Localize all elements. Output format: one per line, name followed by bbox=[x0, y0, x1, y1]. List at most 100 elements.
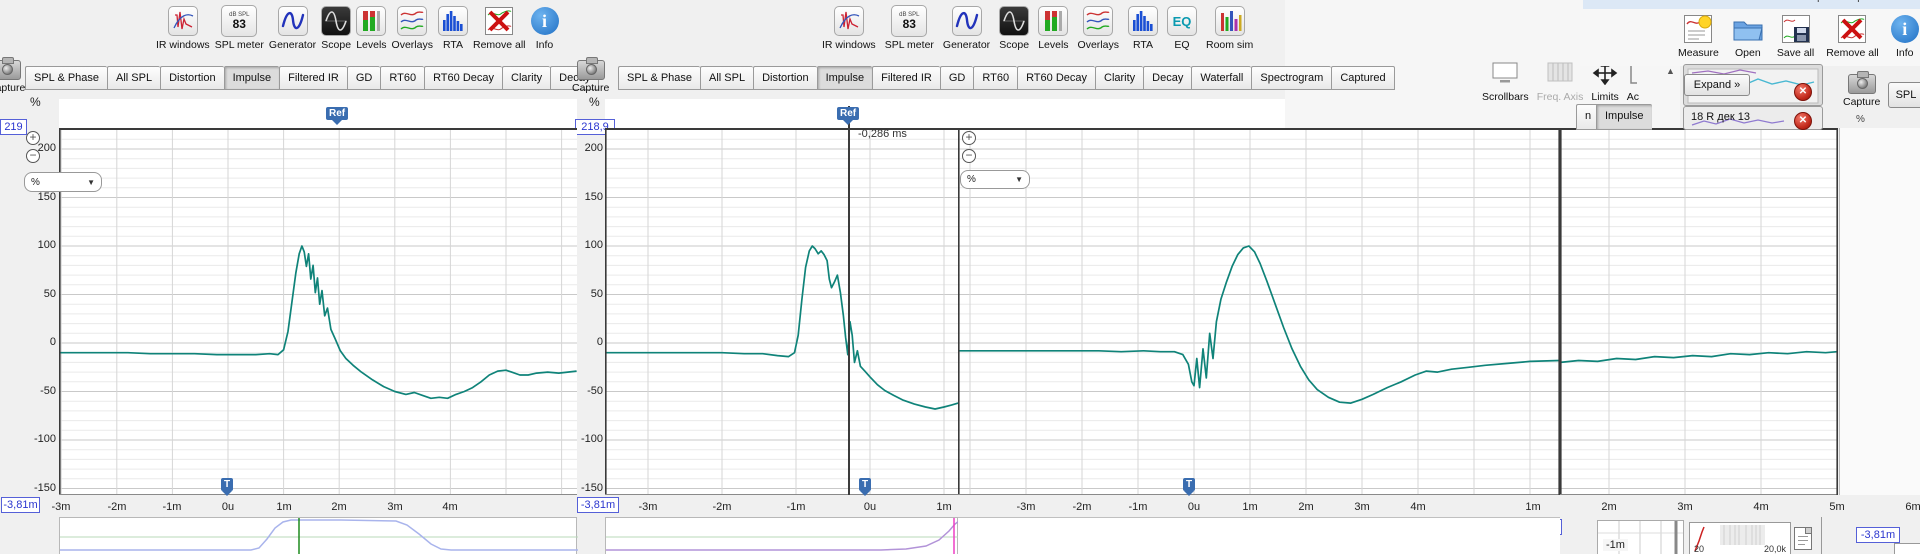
close-measurement-2-icon[interactable]: ✕ bbox=[1794, 112, 1812, 130]
x-min-box-w1[interactable]: -3,81m bbox=[1, 497, 40, 513]
tab-clarity[interactable]: Clarity bbox=[502, 66, 551, 90]
tab-all-spl[interactable]: All SPL bbox=[700, 66, 754, 90]
camera-icon bbox=[1847, 71, 1876, 94]
tab-distortion[interactable]: Distortion bbox=[160, 66, 224, 90]
toolbar-button-eq[interactable]: EQ EQ bbox=[1166, 4, 1197, 51]
tab-gd[interactable]: GD bbox=[346, 66, 381, 90]
plot-impulse-far-right-fragment[interactable] bbox=[1560, 128, 1838, 495]
toolbar-button-scope[interactable]: Scope bbox=[999, 4, 1030, 51]
toolbar-button-scope[interactable]: Scope bbox=[321, 4, 352, 51]
tab-clarity[interactable]: Clarity bbox=[1095, 66, 1144, 90]
toolbar-button-label: Scrollbars bbox=[1482, 91, 1529, 103]
toolbar-button-spl-meter[interactable]: dB SPL 83 SPL meter bbox=[885, 4, 934, 51]
t-marker-w2[interactable]: T bbox=[859, 478, 872, 491]
tab-filtered-ir[interactable]: Filtered IR bbox=[279, 66, 347, 90]
scope-icon bbox=[999, 4, 1030, 38]
zoom-out-button-w1[interactable]: − bbox=[26, 149, 40, 163]
tab-rt60[interactable]: RT60 bbox=[380, 66, 425, 90]
freq-nav-box[interactable]: 20 20,0k bbox=[1689, 522, 1791, 554]
y-max-box-w1[interactable]: 219 bbox=[0, 119, 27, 135]
tab-waterfall[interactable]: Waterfall bbox=[1191, 66, 1252, 90]
tab-captured[interactable]: Captured bbox=[1331, 66, 1395, 90]
scroll-up-arrow[interactable]: ▲ bbox=[1666, 66, 1675, 76]
toolbar-button-remove-all[interactable]: Remove all bbox=[1826, 12, 1879, 59]
toolbar-button-ir-windows[interactable]: IR windows bbox=[822, 4, 876, 51]
document-icon[interactable] bbox=[1794, 527, 1812, 550]
plot-impulse-middle[interactable] bbox=[605, 128, 958, 495]
zoom-in-button-w1[interactable]: + bbox=[26, 131, 40, 145]
y-tick-label: -100 bbox=[33, 433, 56, 445]
tab-rt60[interactable]: RT60 bbox=[973, 66, 1018, 90]
plot-impulse-left[interactable] bbox=[59, 128, 577, 495]
capture-button-main[interactable]: Capture bbox=[1843, 71, 1880, 108]
ref-marker-w1[interactable]: Ref bbox=[326, 107, 349, 120]
toolbar-button-scrollbars[interactable]: Scrollbars bbox=[1482, 56, 1529, 103]
expand-panel-button[interactable]: Expand » bbox=[1684, 74, 1750, 96]
tab-distortion[interactable]: Distortion bbox=[753, 66, 817, 90]
spl-button[interactable]: SPL bbox=[1888, 82, 1920, 108]
tab-spl-phase[interactable]: SPL & Phase bbox=[25, 66, 108, 90]
toolbar-button-ir-windows[interactable]: IR windows bbox=[156, 4, 210, 51]
capture-button-window2[interactable]: Capture bbox=[572, 57, 609, 94]
t-marker-w3[interactable]: T bbox=[1183, 478, 1196, 491]
y-tick-label: -100 bbox=[580, 433, 603, 445]
tab-impulse[interactable]: Impulse bbox=[223, 66, 280, 90]
close-measurement-1-icon[interactable]: ✕ bbox=[1794, 83, 1812, 101]
tab-impulse[interactable]: Impulse bbox=[816, 66, 873, 90]
tab-spl-phase[interactable]: SPL & Phase bbox=[618, 66, 701, 90]
toolbar-button-label: Scope bbox=[999, 39, 1030, 51]
toolbar-button-open[interactable]: Open bbox=[1731, 12, 1765, 59]
tab-filtered-ir[interactable]: Filtered IR bbox=[872, 66, 940, 90]
toolbar-button-measure[interactable]: Measure bbox=[1678, 12, 1719, 59]
tab-gd[interactable]: GD bbox=[939, 66, 974, 90]
x-min-box-w2[interactable]: -3,81m bbox=[577, 497, 619, 513]
toolbar-button-remove-all[interactable]: Remove all bbox=[473, 4, 526, 51]
toolbar-button-generator[interactable]: Generator bbox=[943, 4, 990, 51]
overview-strip-w3 bbox=[958, 517, 1560, 554]
toolbar-button-save-all[interactable]: Save all bbox=[1777, 12, 1814, 59]
tab-decay[interactable]: Decay bbox=[1143, 66, 1192, 90]
tab-rt60-decay[interactable]: RT60 Decay bbox=[424, 66, 502, 90]
toolbar-button-room-sim[interactable]: Room sim bbox=[1206, 4, 1253, 51]
x-min-box-main[interactable]: -3,81m bbox=[1856, 527, 1900, 543]
toolbar-button-info[interactable]: i Info bbox=[1890, 12, 1919, 59]
y-tick-label: -150 bbox=[580, 481, 603, 494]
unit-dropdown-w1[interactable]: % ▼ bbox=[24, 172, 102, 192]
tab-all-spl[interactable]: All SPL bbox=[107, 66, 161, 90]
toolbar-button-rta[interactable]: RTA bbox=[1127, 4, 1158, 51]
menu-graph[interactable]: Graph bbox=[1800, 0, 1828, 3]
ref-marker-w2[interactable]: Ref bbox=[837, 107, 860, 120]
toolbar-button-spl-meter[interactable]: dB SPL 83 SPL meter bbox=[215, 4, 264, 51]
menu-tools[interactable]: Tools bbox=[1695, 0, 1718, 3]
mini-scroll-grid bbox=[1598, 521, 1683, 554]
levels-icon bbox=[356, 4, 387, 38]
toolbar-button-levels[interactable]: Levels bbox=[356, 4, 387, 51]
tab-impulse-window4[interactable]: Impulse bbox=[1596, 104, 1652, 130]
tab-spectrogram[interactable]: Spectrogram bbox=[1251, 66, 1332, 90]
menu-preferences[interactable]: Preferences bbox=[1732, 0, 1786, 3]
tab-rt60-decay[interactable]: RT60 Decay bbox=[1017, 66, 1095, 90]
toolbar-main-window: Measure Open Save all Remove all i Info bbox=[1678, 12, 1919, 59]
main-window-right-panel bbox=[1839, 128, 1920, 495]
zoom-out-button-w3[interactable]: − bbox=[962, 149, 976, 163]
toolbar-button-generator[interactable]: Generator bbox=[269, 4, 316, 51]
menu-file[interactable]: File bbox=[1665, 0, 1681, 3]
toolbar-button-levels[interactable]: Levels bbox=[1038, 4, 1069, 51]
toolbar-button-overlays[interactable]: Overlays bbox=[1078, 4, 1119, 51]
toolbar-button-overlays[interactable]: Overlays bbox=[392, 4, 433, 51]
x-tick-label: -1m bbox=[1128, 501, 1148, 513]
unit-dropdown-w3[interactable]: % ▼ bbox=[960, 170, 1030, 189]
menu-help[interactable]: Help bbox=[1842, 0, 1863, 3]
toolbar-button-freq-axis[interactable]: Freq. Axis bbox=[1537, 56, 1583, 103]
toolbar-button-info[interactable]: i Info bbox=[530, 4, 559, 51]
t-marker-w1[interactable]: T bbox=[221, 478, 234, 491]
toolbar-button-limits[interactable]: Limits bbox=[1591, 56, 1619, 103]
capture-button-window1[interactable]: Capture bbox=[0, 57, 25, 94]
stray-axis-tick: -1m bbox=[1603, 539, 1628, 551]
y-tick-label: 150 bbox=[37, 190, 56, 203]
plot-impulse-right[interactable] bbox=[958, 128, 1560, 495]
toolbar-button-rta[interactable]: RTA bbox=[437, 4, 468, 51]
x-tick-label: 0u bbox=[863, 501, 877, 513]
zoom-in-button-w3[interactable]: + bbox=[962, 131, 976, 145]
